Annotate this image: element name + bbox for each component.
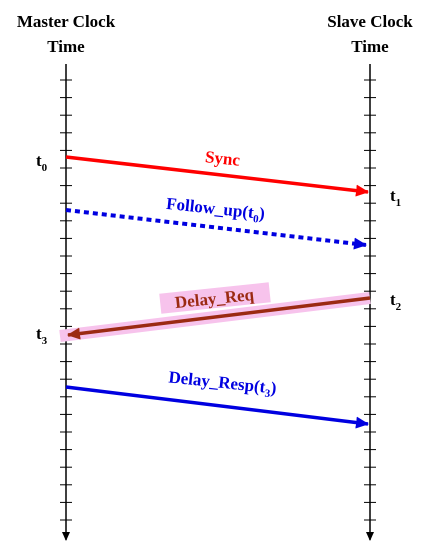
delay-resp-arrow (65, 385, 369, 429)
slave-label: Slave Clock (327, 12, 413, 31)
master-label: Master Clock (17, 12, 116, 31)
timestamp: t0 (36, 151, 48, 174)
sync-arrow (65, 155, 369, 197)
message-label: Delay_Resp(t3) (167, 367, 277, 400)
message-label: Follow_up(t0) (165, 194, 266, 226)
master-label: Time (47, 37, 85, 56)
delay-req-arrow (67, 296, 371, 340)
timestamp: t1 (390, 186, 401, 209)
timestamp: t3 (36, 324, 48, 347)
highlight (159, 282, 271, 314)
slave-label: Time (351, 37, 389, 56)
timestamp: t2 (390, 290, 402, 313)
message-label: Sync (204, 147, 241, 170)
